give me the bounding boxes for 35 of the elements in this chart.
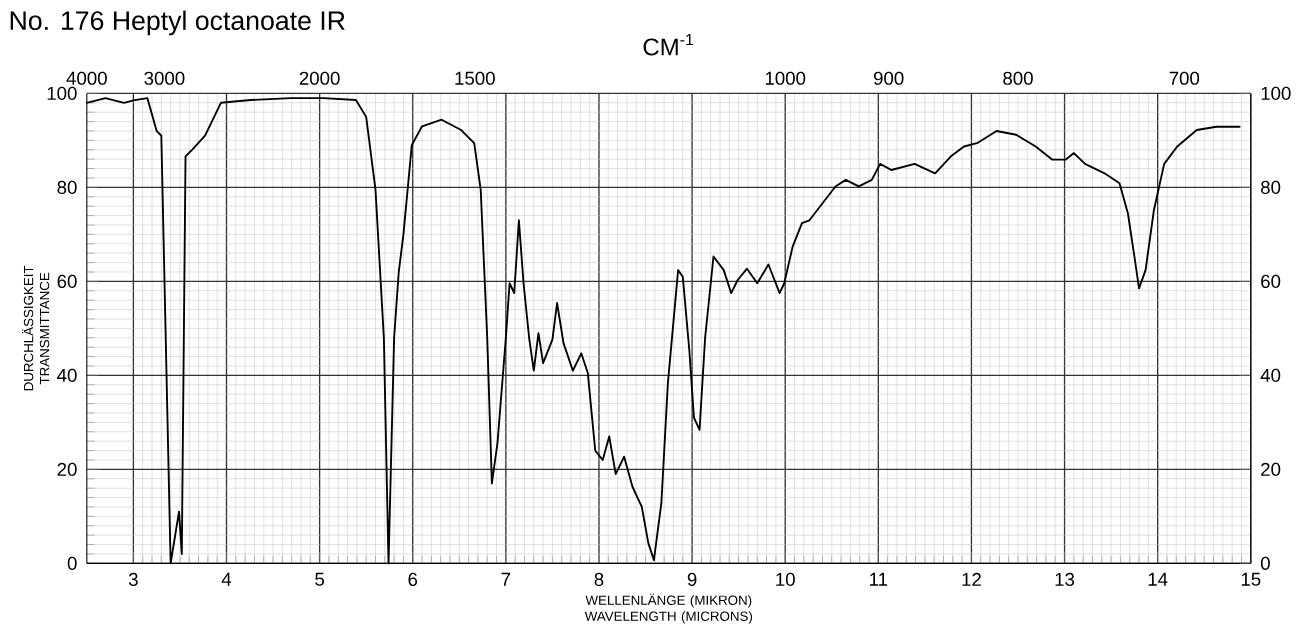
text: 700 [1169, 71, 1200, 85]
text: 900 [873, 71, 904, 85]
y-tick-label: 60 [57, 274, 77, 288]
y2-tick-label: 20 [1261, 462, 1281, 476]
y-tick-label: 20 [57, 462, 77, 476]
y-tick-label: 100 [47, 86, 77, 100]
text: 1000 [765, 71, 806, 85]
x-tick-label: 6 [408, 572, 418, 586]
x-tick-label: 5 [315, 572, 324, 586]
text: 2000 [299, 71, 340, 85]
y-tick-label: 0 [67, 556, 77, 570]
text: 1500 [455, 71, 495, 85]
y2-tick-label: 80 [1261, 180, 1281, 194]
y2-tick-label: 60 [1261, 274, 1281, 288]
chart-title: No. 176 Heptyl octanoate IR [10, 10, 345, 36]
x-tick-label: 3 [128, 572, 138, 586]
text: 800 [1003, 71, 1033, 85]
y2-tick-label: 0 [1260, 556, 1270, 570]
y2-tick-label: 100 [1261, 86, 1291, 100]
y2-tick-label: 40 [1260, 368, 1281, 382]
x-tick-label: 7 [501, 572, 511, 586]
x-tick-label: 14 [1148, 572, 1168, 586]
y-tick-label: 80 [57, 180, 77, 194]
text: CM$^{-1}$ [643, 34, 694, 56]
x-tick-label: 12 [962, 572, 981, 586]
text: 4000 [66, 71, 107, 85]
text: 3000 [144, 71, 185, 85]
x-tick-label: 9 [687, 572, 697, 586]
x-tick-label: 10 [776, 572, 795, 586]
y-tick-label: 40 [57, 368, 77, 382]
x-tick-label: 11 [870, 572, 888, 586]
x-tick-label: 15 [1241, 572, 1261, 586]
x-tick-label: 4 [221, 572, 232, 586]
x-tick-label: 13 [1055, 572, 1075, 586]
x-tick-label: 8 [594, 572, 604, 586]
